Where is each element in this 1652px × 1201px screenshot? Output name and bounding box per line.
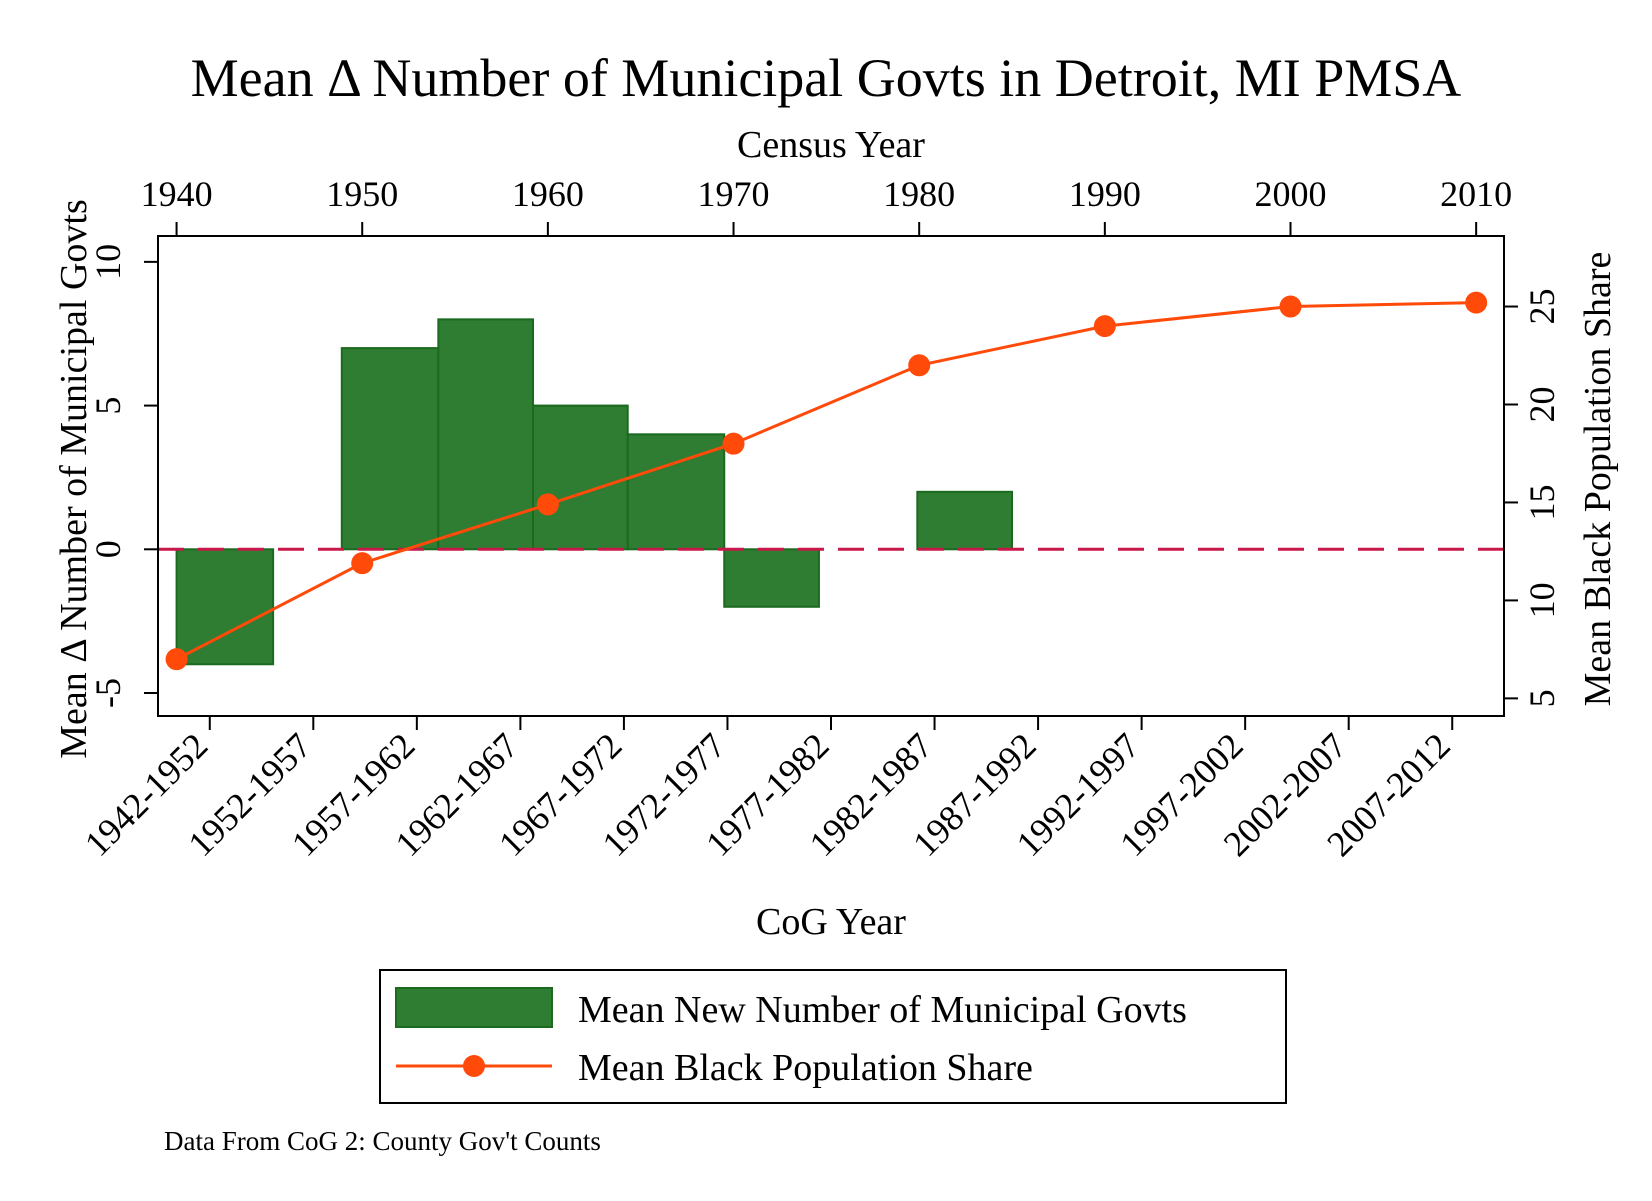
source-note: Data From CoG 2: County Gov't Counts <box>164 1126 601 1156</box>
black-share-point-5 <box>1093 315 1116 338</box>
top-tick-label-2: 1960 <box>512 174 584 214</box>
legend: Mean New Number of Municipal Govts Mean … <box>379 969 1287 1104</box>
bar-5 <box>723 548 820 608</box>
right-tick-label-4: 25 <box>1522 289 1562 325</box>
right-tick-label-3: 20 <box>1522 386 1562 422</box>
black-share-line <box>175 301 1477 661</box>
top-tick-label-4: 1980 <box>883 174 955 214</box>
top-tick-label-5: 1990 <box>1069 174 1141 214</box>
left-tick-label-2: 5 <box>88 397 128 415</box>
chart-title: Mean Δ Number of Municipal Govts in Detr… <box>191 48 1462 108</box>
top-tick-label-1: 1950 <box>326 174 398 214</box>
plot-area: -5 0 5 10 5 10 15 20 25 1940 1950 1960 1970 1980 1990 2… <box>77 174 1562 864</box>
right-tick-label-2: 15 <box>1522 484 1562 520</box>
right-axis-title: Mean Black Population Share <box>1577 252 1619 707</box>
bottom-axis-title: CoG Year <box>756 901 906 943</box>
legend-swatch-bar <box>395 987 553 1028</box>
right-tick-label-0: 5 <box>1522 689 1562 707</box>
left-tick-label-0: -5 <box>88 678 128 708</box>
left-tick-label-3: 10 <box>88 244 128 280</box>
top-tick-label-3: 1970 <box>698 174 770 214</box>
black-share-point-4 <box>908 354 931 377</box>
left-tick-label-1: 0 <box>88 540 128 558</box>
black-share-point-6 <box>1279 295 1302 318</box>
black-share-point-1 <box>351 552 374 575</box>
black-share-point-7 <box>1465 291 1488 314</box>
legend-label-bar: Mean New Number of Municipal Govts <box>578 989 1187 1031</box>
bar-2 <box>437 318 535 551</box>
top-axis-title: Census Year <box>737 124 925 166</box>
legend-label-line: Mean Black Population Share <box>578 1047 1033 1089</box>
left-axis-title: Mean Δ Number of Municipal Govts <box>53 199 95 759</box>
black-share-point-0 <box>165 648 188 671</box>
bar-0 <box>175 548 275 666</box>
bar-6 <box>916 490 1014 551</box>
right-tick-label-1: 10 <box>1522 582 1562 618</box>
top-tick-label-7: 2010 <box>1440 174 1512 214</box>
black-share-point-3 <box>722 432 745 455</box>
bar-3 <box>532 404 629 551</box>
bar-1 <box>340 347 440 551</box>
top-tick-label-6: 2000 <box>1254 174 1326 214</box>
top-tick-label-0: 1940 <box>141 174 213 214</box>
black-share-point-2 <box>536 493 559 516</box>
legend-swatch-marker <box>463 1055 485 1077</box>
